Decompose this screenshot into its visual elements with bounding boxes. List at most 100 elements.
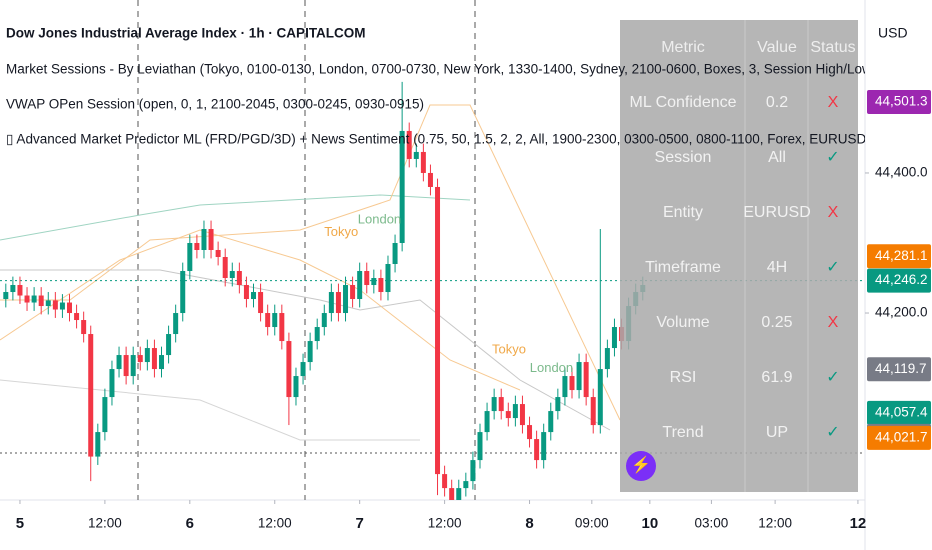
table-cell: Trend — [662, 424, 703, 441]
price-label: 44,501.3 — [875, 94, 928, 109]
table-cell: ML Confidence — [629, 94, 736, 111]
x-tick-label: 8 — [525, 515, 533, 532]
candle-body — [484, 411, 490, 433]
candle-body — [470, 460, 476, 482]
candle-body — [406, 130, 412, 159]
price-label: 44,057.4 — [875, 404, 928, 419]
table-cell: 4H — [767, 259, 787, 276]
legend: Dow Jones Industrial Average Index · 1h … — [6, 26, 932, 147]
table-cell: ✓ — [826, 369, 839, 386]
session-label: London — [530, 360, 573, 375]
candle-body — [413, 151, 419, 159]
price-label-box — [867, 400, 931, 425]
candle-body — [378, 278, 384, 293]
candle-body — [67, 302, 73, 314]
table-header: Value — [757, 39, 797, 56]
candle-body — [328, 292, 334, 314]
candle-body — [52, 300, 58, 310]
candle-body — [527, 425, 533, 440]
price-label: 44,281.1 — [875, 248, 928, 263]
x-tick-label: 03:00 — [695, 516, 729, 531]
x-tick-label: 10 — [642, 515, 659, 532]
candle-body — [555, 397, 561, 412]
candle-body — [187, 242, 193, 272]
candle-body — [208, 228, 214, 250]
candle-body — [590, 397, 596, 426]
x-tick-label: 12:00 — [428, 516, 462, 531]
candle-body — [583, 362, 589, 398]
candle-body — [74, 313, 80, 321]
table-cell: 0.2 — [766, 94, 788, 111]
table-cell: EURUSD — [743, 204, 811, 221]
candle-body — [194, 242, 200, 250]
indicator-lines — [0, 104, 621, 441]
candle-body — [576, 362, 582, 391]
candle-body — [498, 397, 504, 412]
candle-body — [442, 474, 448, 489]
candle-body — [272, 313, 278, 328]
table-cell: X — [828, 204, 839, 221]
candle-body — [38, 295, 44, 307]
candle-body — [392, 242, 398, 265]
x-tick-label: 5 — [16, 515, 24, 532]
candle-body — [300, 362, 306, 377]
alert-icon[interactable] — [626, 451, 656, 481]
candle-body — [512, 404, 518, 419]
candle-body — [534, 439, 540, 461]
table-cell: 61.9 — [761, 369, 792, 386]
x-tick-label: 6 — [186, 515, 194, 532]
price-label-box — [867, 425, 931, 450]
table-cell: X — [828, 94, 839, 111]
candle-body — [519, 404, 525, 426]
candle-body — [321, 313, 327, 328]
candle-body — [371, 278, 377, 286]
candle-body — [123, 355, 129, 377]
candle-body — [45, 300, 51, 307]
x-tick-label: 12:00 — [258, 516, 292, 531]
candle-body — [427, 172, 433, 187]
candle-body — [81, 320, 87, 335]
candle-body — [265, 313, 271, 328]
candle-body — [201, 228, 207, 250]
candle-body — [314, 327, 320, 342]
table-cell: Timeframe — [645, 259, 721, 276]
session-label: Tokyo — [492, 342, 526, 357]
session-label: Tokyo — [324, 224, 358, 239]
candle-body — [463, 481, 469, 489]
candle-body — [24, 295, 30, 303]
prediction-table-bg — [620, 20, 858, 492]
candle-body — [229, 271, 235, 279]
table-cell: ✓ — [826, 424, 839, 441]
candle-body — [222, 257, 228, 279]
table-cell: All — [768, 149, 786, 166]
table-cell: RSI — [670, 369, 697, 386]
candle-body — [343, 285, 349, 314]
candle-body — [597, 369, 603, 426]
table-header: Metric — [661, 39, 705, 56]
candle-body — [144, 348, 150, 363]
candle-body — [562, 376, 568, 398]
candle-body — [166, 334, 172, 356]
currency-box[interactable] — [866, 14, 932, 54]
candle-body — [95, 432, 101, 457]
table-cell: ✓ — [826, 259, 839, 276]
price-label: 44,119.7 — [875, 361, 927, 376]
table-header: Status — [810, 39, 855, 56]
candle-body — [449, 488, 455, 500]
candle-body — [477, 432, 483, 461]
candle-body — [399, 130, 405, 243]
x-tick-label: 09:00 — [575, 516, 609, 531]
table-cell: X — [828, 314, 839, 331]
candle-body — [611, 327, 617, 349]
candle-body — [435, 186, 441, 475]
candle-body — [357, 271, 363, 300]
candle-body — [604, 348, 610, 370]
candle-body — [116, 355, 122, 370]
candle-body — [548, 411, 554, 433]
y-tick-label: 44,200.0 — [875, 305, 928, 320]
legend-line: ▯ Advanced Market Predictor ML (FRD/PGD/… — [6, 132, 932, 147]
session-label: London — [358, 211, 401, 226]
prediction-table: Metric Value Status ML Confidence 0.2 X Sessio… — [629, 39, 855, 441]
